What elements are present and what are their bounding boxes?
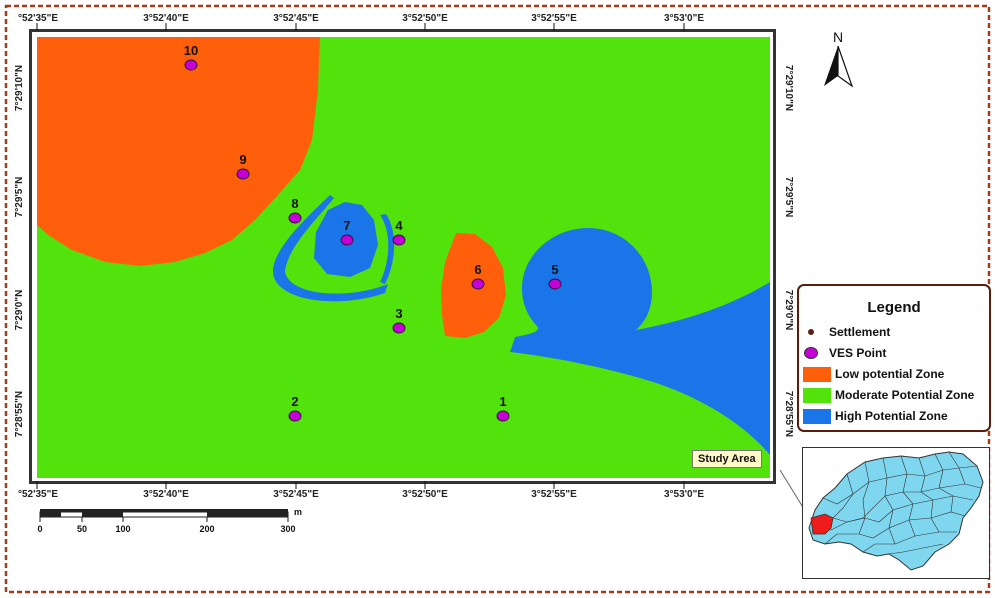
ves-label-5: 5 bbox=[551, 262, 558, 277]
lon-label-bottom-5: 3°52'55"E bbox=[531, 489, 577, 500]
north-label: N bbox=[833, 29, 843, 45]
high-potential-zone-arc bbox=[272, 195, 388, 302]
study-area-label: Study Area bbox=[692, 450, 762, 468]
ves-point-3[interactable] bbox=[392, 322, 406, 334]
lat-label-left-2: 7°29'5"N bbox=[14, 177, 25, 218]
lon-label-top-3: 3°52'45"E bbox=[273, 13, 319, 24]
nigeria-outline bbox=[808, 451, 984, 571]
high-potential-zone-east bbox=[510, 228, 770, 455]
legend-label-ves-point: VES Point bbox=[829, 346, 887, 360]
ves-label-8: 8 bbox=[291, 196, 298, 211]
scale-tick-300: 300 bbox=[280, 524, 295, 534]
legend-item-settlement: Settlement bbox=[803, 324, 890, 340]
ves-point-5[interactable] bbox=[548, 278, 562, 290]
lat-label-right-3: 7°29'0"N bbox=[783, 290, 794, 331]
scale-bar: 0 50 100 200 300 m bbox=[37, 507, 302, 534]
ves-label-9: 9 bbox=[239, 152, 246, 167]
lon-label-top-4: 3°52'50"E bbox=[402, 13, 448, 24]
settlement-dot-icon bbox=[803, 324, 819, 340]
low-zone-swatch-icon bbox=[803, 366, 831, 382]
scale-tick-50: 50 bbox=[77, 524, 87, 534]
legend-title: Legend bbox=[867, 299, 921, 316]
lon-label-top-2: 3°52'40"E bbox=[143, 13, 189, 24]
scale-tick-200: 200 bbox=[199, 524, 214, 534]
legend-label-low-zone: Low potential Zone bbox=[835, 367, 945, 381]
north-arrow-icon: N bbox=[824, 29, 854, 88]
legend-item-ves-point: VES Point bbox=[803, 345, 886, 361]
scale-unit: m bbox=[294, 507, 302, 517]
scale-tick-0: 0 bbox=[37, 524, 42, 534]
lat-label-left-1: 7°29'10"N bbox=[14, 65, 25, 111]
lon-label-bottom-6: 3°53'0"E bbox=[664, 489, 704, 500]
legend-item-moderate-zone: Moderate Potential Zone bbox=[803, 387, 974, 403]
top-longitude-labels: °52'35"E 3°52'40"E 3°52'45"E 3°52'50"E 3… bbox=[18, 13, 704, 24]
ves-label-4: 4 bbox=[395, 218, 403, 233]
ves-point-6[interactable] bbox=[471, 278, 485, 290]
lon-label-top-6: 3°53'0"E bbox=[664, 13, 704, 24]
lon-label-top-5: 3°52'55"E bbox=[531, 13, 577, 24]
ves-label-6: 6 bbox=[474, 262, 481, 277]
ves-labels: 1 2 3 4 5 6 7 8 9 10 bbox=[184, 43, 559, 409]
legend-label-moderate-zone: Moderate Potential Zone bbox=[835, 388, 975, 402]
ves-point-8[interactable] bbox=[288, 212, 302, 224]
ves-point-2[interactable] bbox=[288, 410, 302, 422]
legend-label-high-zone: High Potential Zone bbox=[835, 409, 948, 423]
left-latitude-labels: 7°29'10"N 7°29'5"N 7°29'0"N 7°28'55"N bbox=[14, 65, 25, 437]
lon-label-bottom-4: 3°52'50"E bbox=[402, 489, 448, 500]
lat-label-left-3: 7°29'0"N bbox=[14, 290, 25, 331]
ves-point-icon bbox=[803, 345, 819, 361]
lat-label-right-1: 7°29'10"N bbox=[783, 65, 794, 111]
high-zone-swatch-icon bbox=[803, 408, 831, 424]
map-area bbox=[37, 37, 770, 478]
legend-item-low-zone: Low potential Zone bbox=[803, 366, 944, 382]
inset-map bbox=[802, 447, 990, 579]
study-area-highlight bbox=[810, 513, 834, 535]
ves-point-1[interactable] bbox=[496, 410, 510, 422]
moderate-zone-swatch-icon bbox=[803, 387, 831, 403]
lat-label-right-4: 7°28'55"N bbox=[783, 391, 794, 437]
ves-point-4[interactable] bbox=[392, 234, 406, 246]
legend: Legend Settlement VES Point Low potentia… bbox=[797, 284, 991, 432]
ves-label-1: 1 bbox=[499, 394, 506, 409]
ves-point-10[interactable] bbox=[184, 59, 198, 71]
legend-label-settlement: Settlement bbox=[829, 325, 891, 339]
graticule-ticks bbox=[36, 23, 685, 489]
lon-label-bottom-3: 3°52'45"E bbox=[273, 489, 319, 500]
lat-label-right-2: 7°29'5"N bbox=[783, 177, 794, 218]
ves-label-2: 2 bbox=[291, 394, 298, 409]
low-potential-zone-northwest bbox=[37, 37, 320, 266]
country-outline bbox=[808, 451, 984, 571]
ves-label-10: 10 bbox=[184, 43, 198, 58]
right-latitude-labels: 7°29'10"N 7°29'5"N 7°29'0"N 7°28'55"N bbox=[783, 65, 794, 437]
bottom-longitude-labels: °52'35"E 3°52'40"E 3°52'45"E 3°52'50"E 3… bbox=[18, 489, 704, 500]
lon-label-top-1: °52'35"E bbox=[18, 13, 58, 24]
ves-points bbox=[184, 59, 562, 422]
lon-label-bottom-1: °52'35"E bbox=[18, 489, 58, 500]
legend-item-high-zone: High Potential Zone bbox=[803, 408, 948, 424]
ves-label-3: 3 bbox=[395, 306, 402, 321]
ves-point-9[interactable] bbox=[236, 168, 250, 180]
ves-point-7[interactable] bbox=[340, 234, 354, 246]
scale-tick-100: 100 bbox=[115, 524, 130, 534]
high-potential-zone-arc-east bbox=[380, 214, 395, 284]
ves-label-7: 7 bbox=[343, 218, 350, 233]
lat-label-left-4: 7°28'55"N bbox=[14, 391, 25, 437]
lon-label-bottom-2: 3°52'40"E bbox=[143, 489, 189, 500]
state-borders bbox=[814, 451, 982, 555]
